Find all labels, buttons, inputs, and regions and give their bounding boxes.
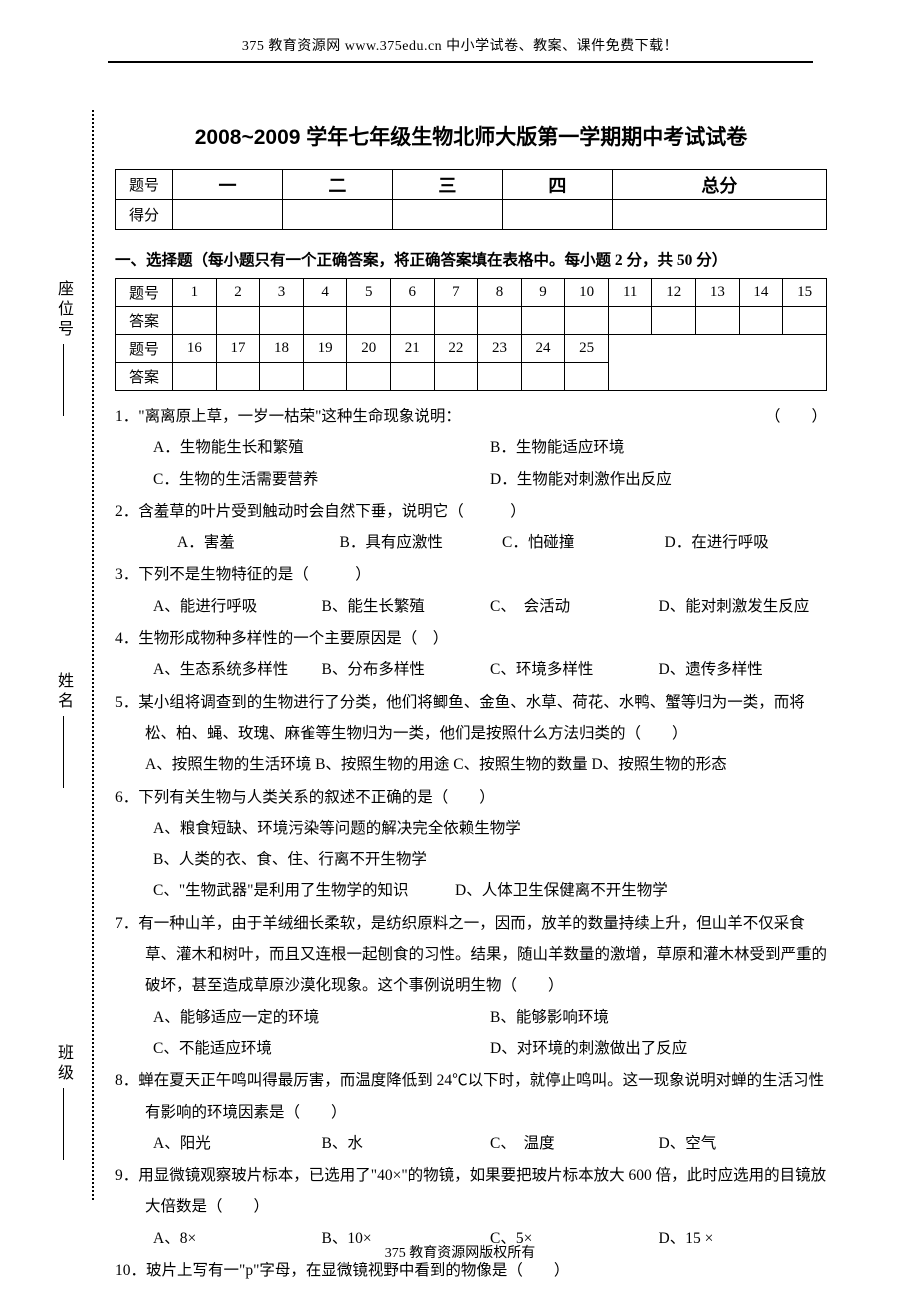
q9: 9．用显微镜观察玻片标本，已选用了"40×"的物镜，如果要把玻片标本放大 600… [115,1160,827,1254]
ans-row4: 答案 [116,363,827,391]
score-v1 [173,200,283,230]
ans-row1: 题号 123456789101112131415 [116,279,827,307]
score-v5 [612,200,826,230]
seat-line [63,344,64,416]
content: 2008~2009 学年七年级生物北师大版第一学期期中考试试卷 题号 一 二 三… [115,121,827,1286]
score-r2: 得分 [116,200,173,230]
ans-l2: 答案 [116,307,173,335]
score-h1: 一 [173,170,283,200]
class-line [63,1088,64,1160]
name-group: 姓名 [51,672,75,788]
q6: 6．下列有关生物与人类关系的叙述不正确的是（ ） A、粮食短缺、环境污染等问题的… [115,782,827,907]
header-text: 375 教育资源网 www.375edu.cn 中小学试卷、教案、课件免费下载！ [242,39,678,54]
ans-l4: 答案 [116,363,173,391]
score-h4: 四 [502,170,612,200]
score-h0: 题号 [116,170,173,200]
q4: 4．生物形成物种多样性的一个主要原因是（ ） A、生态系统多样性B、分布多样性C… [115,623,827,686]
score-header-row: 题号 一 二 三 四 总分 [116,170,827,200]
name-label: 姓名 [51,672,75,712]
q3: 3．下列不是生物特征的是（ ） A、能进行呼吸B、能生长繁殖C、 会活动D、能对… [115,559,827,622]
ans-row2: 答案 [116,307,827,335]
class-label: 班级 [51,1044,75,1084]
score-h2: 二 [282,170,392,200]
score-v4 [502,200,612,230]
header-rule [108,61,813,63]
questions: 1．"离离原上草，一岁一枯荣"这种生命现象说明：（ ） A．生物能生长和繁殖B．… [115,401,827,1286]
score-table: 题号 一 二 三 四 总分 得分 [115,169,827,230]
score-h3: 三 [392,170,502,200]
name-line [63,716,64,788]
page-header: 375 教育资源网 www.375edu.cn 中小学试卷、教案、课件免费下载！ [0,0,920,55]
exam-title: 2008~2009 学年七年级生物北师大版第一学期期中考试试卷 [115,121,827,151]
ans-l1: 题号 [116,279,173,307]
score-h5: 总分 [612,170,826,200]
q2: 2．含羞草的叶片受到触动时会自然下垂，说明它（ ） A．害羞B．具有应激性C．怕… [115,496,827,559]
q1: 1．"离离原上草，一岁一枯荣"这种生命现象说明：（ ） A．生物能生长和繁殖B．… [115,401,827,495]
cut-line [92,110,94,1200]
ans-row3: 题号 16171819202122232425 [116,335,827,363]
side-labels: 座位号 姓名 班级 [48,280,78,1160]
class-group: 班级 [51,1044,75,1160]
q8: 8．蝉在夏天正午鸣叫得最厉害，而温度降低到 24℃以下时，就停止鸣叫。这一现象说… [115,1065,827,1159]
answer-table: 题号 123456789101112131415 答案 题号 161718192… [115,278,827,391]
q7: 7．有一种山羊，由于羊绒细长柔软，是纺织原料之一，因而，放羊的数量持续上升，但山… [115,908,827,1064]
seat-label: 座位号 [51,280,75,340]
score-v3 [392,200,502,230]
footer-text: 375 教育资源网版权所有 [385,1246,536,1261]
q5: 5．某小组将调查到的生物进行了分类，他们将鲫鱼、金鱼、水草、荷花、水鸭、蟹等归为… [115,687,827,781]
score-value-row: 得分 [116,200,827,230]
section1-header: 一、选择题（每小题只有一个正确答案，将正确答案填在表格中。每小题 2 分，共 5… [115,248,827,270]
seat-group: 座位号 [51,280,75,416]
page-footer: 375 教育资源网版权所有 [0,1242,920,1262]
score-v2 [282,200,392,230]
ans-l3: 题号 [116,335,173,363]
